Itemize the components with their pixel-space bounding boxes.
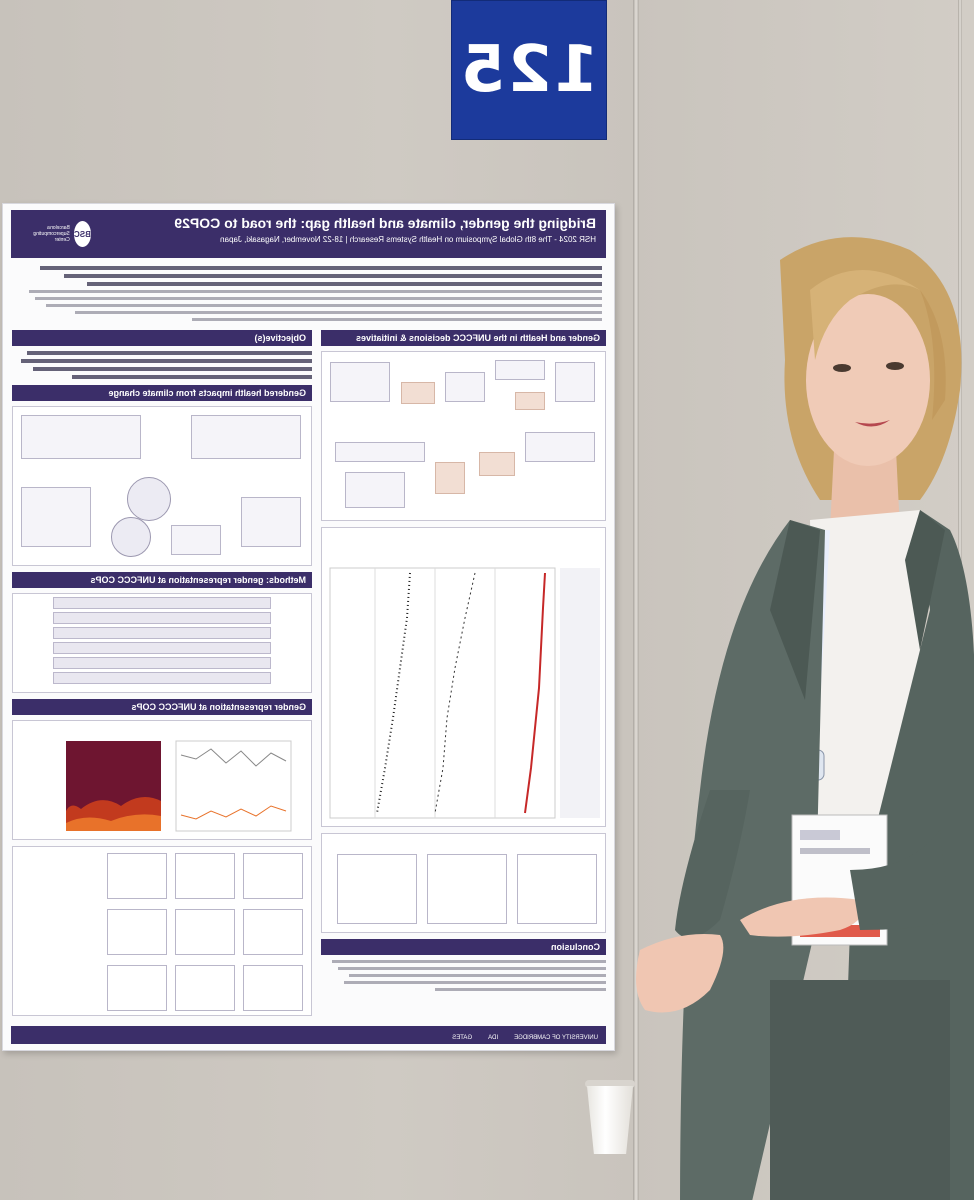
poster-right-column: Objective(s) Gendered health impacts fro… (12, 330, 312, 1022)
forest-plot-block (321, 527, 606, 827)
objectives-text (12, 351, 312, 385)
section-header-gendered-impacts: Gendered health impacts from climate cha… (12, 385, 312, 401)
poster-title: Bridging the gender, climate and health … (174, 215, 596, 231)
face (806, 294, 930, 466)
left-hand (636, 934, 724, 1013)
cup-ledge (585, 1080, 635, 1088)
conclusion-text (321, 960, 606, 1020)
timeline-block (321, 351, 606, 521)
section-header-representation: Gender representation at UNFCCC COPs (12, 699, 312, 715)
paper-cup (587, 1086, 633, 1154)
poster-header: Bridging the gender, climate and health … (11, 210, 606, 258)
funder-logo: UNIVERSITY OF CAMBRIDGE (514, 1035, 598, 1041)
poster-subtitle: HSR 2024 - The 8th Global Symposium on H… (220, 235, 596, 244)
forest-plot-graphic (329, 567, 600, 819)
bsc-logo-caption: Barcelona Supercomputing Center (33, 225, 70, 243)
research-poster: Bridging the gender, climate and health … (2, 203, 615, 1051)
impacts-diagram (12, 406, 312, 566)
funder-logo: GATES (452, 1035, 473, 1041)
bsc-logo-mark: BSC (73, 221, 91, 247)
section-header-objectives: Objective(s) (12, 330, 312, 346)
panel-seam (633, 0, 639, 1200)
presenter-person (636, 237, 974, 1200)
section-header-conclusion: Conclusion (321, 939, 606, 955)
scatter-panels-block (321, 833, 606, 933)
trousers (770, 980, 950, 1200)
poster-authors (17, 262, 602, 325)
poster-footer-bar: UNIVERSITY OF CAMBRIDGE IDA GATES (11, 1026, 606, 1044)
poster-left-column: Gender and Health in the UNFCCC decision… (321, 330, 606, 1020)
funder-logo: IDA (488, 1035, 499, 1041)
representation-graphics (66, 740, 292, 832)
poster-mirror: Bridging the gender, climate and health … (3, 204, 614, 1050)
section-header-gender-health: Gender and Health in the UNFCCC decision… (321, 330, 606, 346)
methods-flowchart (12, 593, 312, 693)
bsc-logo: BSC Barcelona Supercomputing Center (19, 218, 91, 250)
dot-plot-panels (12, 846, 312, 1016)
board-number-sign: 125 (451, 0, 607, 140)
section-header-methods: Methods: gender representation at UNFCCC… (12, 572, 312, 588)
board-number: 125 (459, 33, 599, 107)
representation-charts (12, 720, 312, 840)
right-hand (740, 897, 863, 937)
